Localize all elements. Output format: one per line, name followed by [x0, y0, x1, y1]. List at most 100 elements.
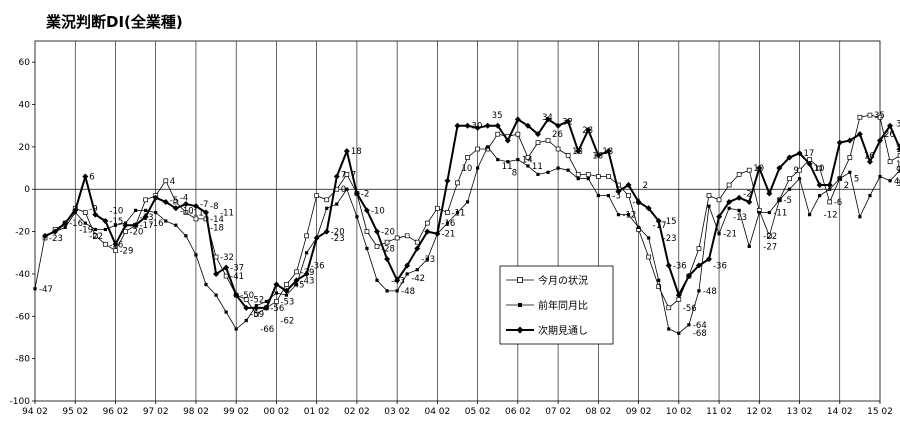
data-point: [113, 223, 118, 227]
data-label: 16: [864, 151, 875, 161]
data-label: -64: [693, 321, 707, 331]
data-point: [304, 233, 309, 239]
data-label: 3: [896, 179, 900, 189]
data-point: [234, 327, 238, 331]
data-point: [274, 299, 279, 304]
data-label: 8: [512, 168, 517, 178]
data-label: -48: [401, 287, 415, 297]
data-label: -23: [663, 234, 677, 244]
data-label: -11: [773, 209, 787, 219]
data-point: [757, 210, 761, 215]
data-label: -37: [230, 264, 244, 274]
data-label: 17: [804, 149, 815, 159]
data-point: [576, 177, 580, 181]
data-label: -17: [140, 221, 154, 231]
x-tick-label: 14 02: [827, 407, 853, 417]
data-point: [353, 190, 360, 197]
data-point: [415, 268, 419, 272]
x-tick-label: 95 02: [62, 407, 88, 417]
data-point: [132, 222, 139, 229]
data-point: [667, 327, 671, 331]
data-point: [817, 165, 822, 171]
data-point: [464, 122, 471, 129]
data-point: [283, 287, 290, 294]
data-point: [274, 291, 279, 295]
data-label: -48: [703, 287, 717, 297]
data-point: [897, 153, 900, 158]
data-point: [63, 225, 67, 229]
data-label: 18: [351, 147, 362, 157]
data-point: [83, 221, 87, 225]
data-point: [736, 194, 743, 201]
data-point: [878, 174, 882, 179]
data-point: [374, 244, 380, 249]
data-label: 34: [542, 113, 553, 123]
data-point: [866, 158, 873, 165]
x-tick-label: 07 02: [545, 407, 571, 417]
data-label: -53: [280, 297, 294, 307]
data-point: [525, 155, 531, 160]
data-label: 7: [351, 170, 356, 180]
legend-label-outlook: 次期見通し: [538, 324, 588, 337]
data-point: [556, 166, 560, 170]
data-point: [546, 170, 550, 174]
data-point: [123, 229, 128, 234]
data-point: [796, 150, 803, 157]
data-point: [72, 207, 79, 214]
data-point: [445, 221, 450, 225]
data-point: [696, 246, 702, 251]
data-point: [253, 311, 259, 317]
data-point: [856, 131, 863, 138]
series-line-1: [34, 146, 900, 334]
data-label: -59: [250, 310, 264, 320]
data-point: [154, 210, 158, 215]
y-tick-label: -20: [15, 228, 30, 238]
data-point: [566, 168, 570, 172]
data-label: -20: [130, 228, 144, 238]
y-tick-label: -100: [10, 397, 31, 407]
data-label: -6: [633, 198, 641, 208]
data-point: [716, 197, 722, 203]
data-labels: -47-23-16-196-9-22-10-15-26-29-20-17-13-…: [39, 111, 900, 339]
data-point: [626, 193, 631, 198]
data-point: [244, 318, 248, 323]
data-point: [524, 122, 531, 129]
data-label: -21: [441, 230, 455, 240]
data-point: [465, 155, 470, 160]
data-label: -14: [210, 215, 224, 225]
data-point: [496, 157, 500, 162]
data-point: [434, 230, 441, 237]
data-point: [838, 177, 842, 181]
data-label: -27: [763, 242, 777, 252]
data-label: -43: [301, 276, 315, 286]
data-point: [404, 262, 411, 269]
data-label: 2: [643, 181, 648, 191]
data-point: [685, 273, 692, 280]
data-point: [868, 193, 872, 198]
data-label: 12: [896, 160, 900, 170]
data-point: [385, 289, 389, 293]
data-point: [515, 131, 521, 137]
data-point: [204, 282, 208, 287]
data-point: [435, 205, 440, 211]
data-point: [615, 188, 622, 195]
data-label: -11: [190, 209, 204, 219]
data-point: [756, 165, 763, 172]
series-line-2: [44, 118, 900, 309]
data-point: [506, 160, 510, 164]
data-point: [102, 218, 109, 224]
data-point: [605, 148, 612, 155]
series-1: [33, 145, 900, 335]
data-label: -16: [150, 219, 164, 229]
data-label: -16: [69, 219, 83, 229]
data-label: -2: [743, 189, 751, 199]
data-point: [826, 182, 833, 188]
data-point: [767, 210, 771, 215]
data-point: [263, 304, 270, 311]
x-tick-label: 04 02: [424, 407, 450, 417]
data-point: [112, 241, 119, 248]
x-tick-label: 11 02: [706, 407, 732, 417]
data-label: -47: [39, 285, 53, 295]
data-point: [184, 234, 188, 238]
